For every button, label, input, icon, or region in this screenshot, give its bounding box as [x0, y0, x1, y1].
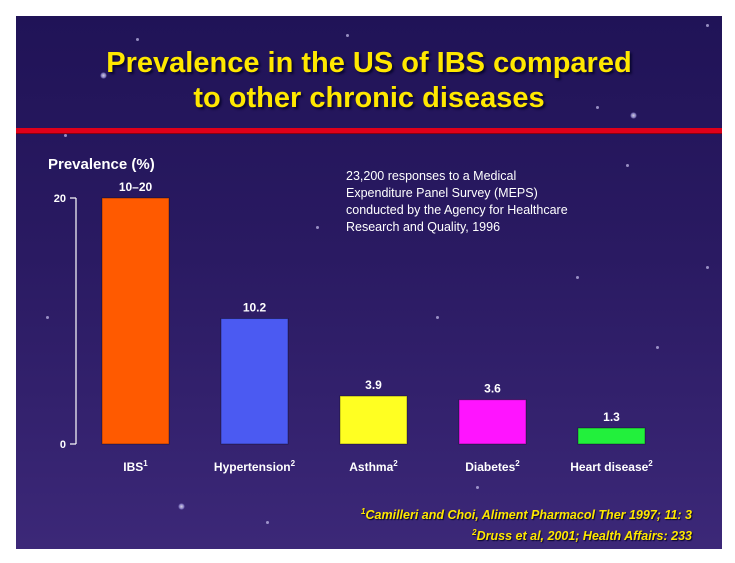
category-label: Hypertension2 [214, 459, 296, 474]
star-decoration [316, 226, 319, 229]
star-decoration [706, 24, 709, 27]
star-decoration [346, 34, 349, 37]
slide-title: Prevalence in the US of IBS compared to … [16, 46, 722, 116]
category-label: Asthma2 [349, 459, 398, 474]
y-tick-label: 20 [54, 193, 66, 205]
star-decoration [46, 316, 49, 319]
category-label: Heart disease2 [570, 459, 653, 474]
star-decoration [136, 38, 139, 41]
note-line: conducted by the Agency for Healthcare [346, 203, 568, 217]
star-decoration [576, 276, 579, 279]
slide: Prevalence in the US of IBS compared to … [16, 16, 722, 549]
bar-value-label: 3.6 [484, 382, 501, 396]
star-decoration [64, 134, 67, 137]
bar [458, 399, 527, 445]
bar [101, 197, 170, 445]
star-decoration [266, 521, 269, 524]
survey-note: 23,200 responses to a Medical Expenditur… [346, 168, 676, 236]
star-decoration [626, 164, 629, 167]
star-decoration [706, 266, 709, 269]
bar-value-label: 10–20 [119, 180, 153, 194]
star-decoration [178, 503, 185, 510]
title-divider [16, 128, 722, 133]
category-label: IBS1 [123, 459, 148, 474]
prevalence-bar-chart: Prevalence (%) 0 20 10–20 IBS1 10.2 Hypertensi… [48, 156, 653, 474]
star-decoration [596, 106, 599, 109]
star-decoration [656, 346, 659, 349]
bar-value-label: 3.9 [365, 378, 382, 392]
reference-1: 1Camilleri and Choi, Aliment Pharmacol T… [361, 507, 692, 523]
reference-2: 2Druss et al, 2001; Health Affairs: 233 [472, 528, 692, 544]
references: 1Camilleri and Choi, Aliment Pharmacol T… [361, 503, 692, 545]
star-decoration [436, 316, 439, 319]
star-decoration [100, 72, 107, 79]
note-line: Expenditure Panel Survey (MEPS) [346, 186, 538, 200]
category-label: Diabetes2 [465, 459, 520, 474]
title-line: Prevalence in the US of IBS compared [106, 47, 632, 79]
note-line: 23,200 responses to a Medical [346, 169, 517, 183]
star-decoration [486, 92, 489, 95]
star-decoration [630, 112, 637, 119]
y-axis-label: Prevalence (%) [48, 156, 155, 173]
title-line: to other chronic diseases [193, 82, 545, 114]
bar-value-label: 1.3 [603, 410, 620, 424]
note-line: Research and Quality, 1996 [346, 220, 501, 234]
y-tick-label: 0 [60, 439, 66, 451]
star-decoration [476, 486, 479, 489]
bar [339, 395, 408, 445]
bar-value-label: 10.2 [243, 301, 267, 315]
bar [220, 318, 289, 445]
bar [577, 427, 646, 445]
